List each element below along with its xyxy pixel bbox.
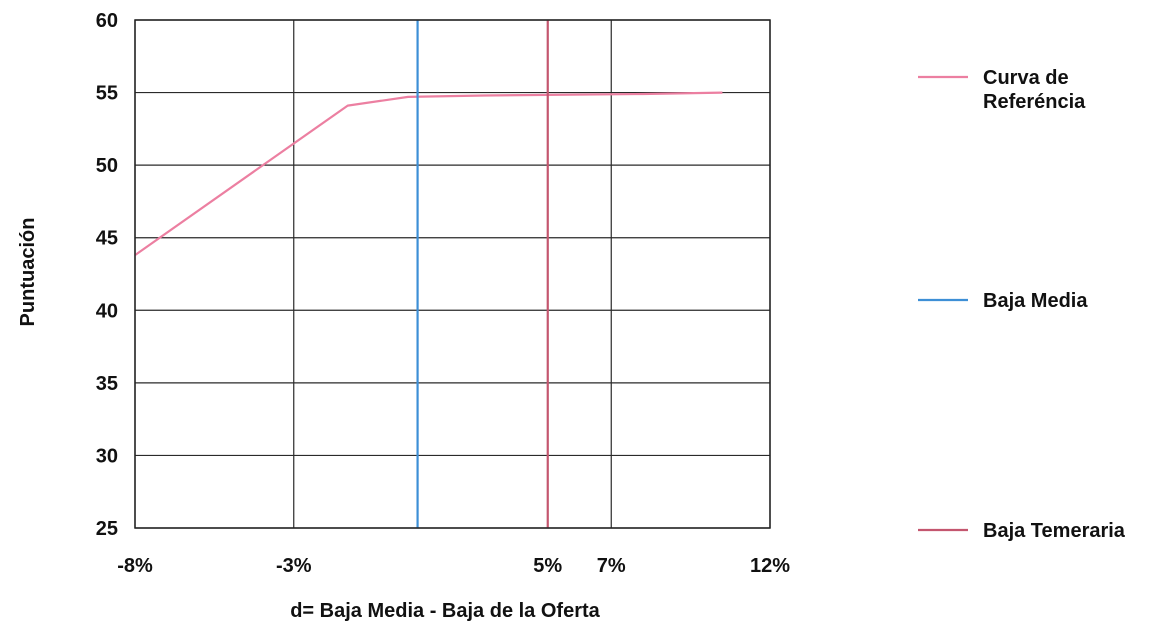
- x-tick-label: -3%: [276, 555, 312, 577]
- legend-label-line: Curva de: [983, 67, 1069, 89]
- legend-label-line: Referéncia: [983, 91, 1086, 113]
- plot-frame: [134, 19, 771, 529]
- legend-label-line: Baja Temeraria: [983, 520, 1126, 542]
- x-axis-title: d= Baja Media - Baja de la Oferta: [290, 600, 600, 622]
- legend-label-line: Baja Media: [983, 290, 1088, 312]
- legend-label: Baja Temeraria: [983, 520, 1126, 542]
- legend: Curva de Referéncia Baja Media Baja Temerar…: [918, 67, 1126, 542]
- y-axis-title: Puntuación: [17, 218, 39, 327]
- x-tick-labels: -8% -3% 5% 7% 12%: [117, 555, 790, 577]
- legend-label: Curva de Referéncia: [983, 67, 1086, 113]
- y-tick-label: 30: [96, 445, 118, 467]
- y-tick-label: 55: [96, 83, 118, 105]
- y-tick-label: 45: [96, 228, 118, 250]
- y-tick-label: 40: [96, 300, 118, 322]
- x-tick-label: 12%: [750, 555, 790, 577]
- series-layer: [134, 20, 723, 528]
- y-tick-labels: 60 55 50 45 40 35 30 25: [96, 10, 118, 540]
- legend-label: Baja Media: [983, 290, 1088, 312]
- series-line-curva-de-referencia: [134, 91, 723, 256]
- x-tick-label: 5%: [533, 555, 562, 577]
- y-tick-label: 60: [96, 10, 118, 32]
- y-tick-label: 35: [96, 373, 118, 395]
- x-tick-label: 7%: [597, 555, 626, 577]
- x-tick-label: -8%: [117, 555, 153, 577]
- y-tick-label: 25: [96, 518, 118, 540]
- y-tick-label: 50: [96, 155, 118, 177]
